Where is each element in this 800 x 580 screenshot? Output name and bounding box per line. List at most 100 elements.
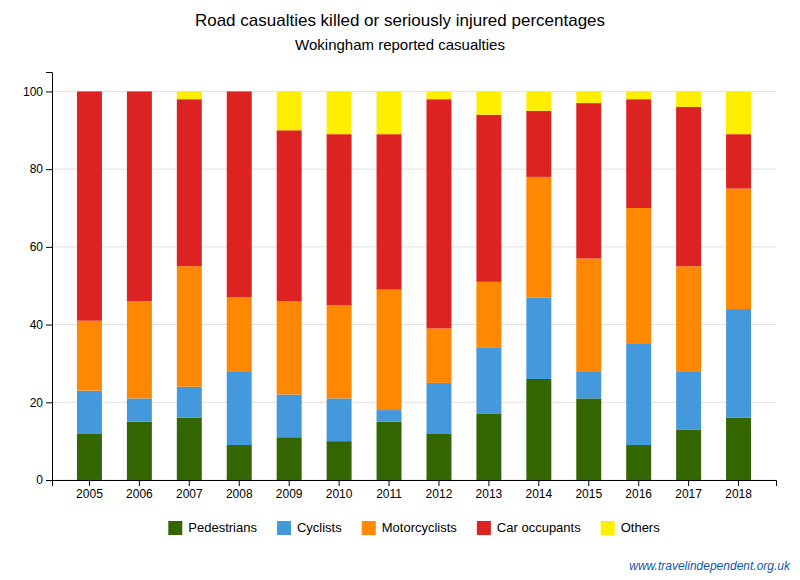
- bar-segment: [127, 301, 152, 398]
- bar-segment: [177, 266, 202, 386]
- bar-segment: [227, 371, 252, 445]
- legend-swatch: [601, 521, 615, 535]
- y-tick-label: 80: [30, 162, 44, 176]
- bar-segment: [476, 348, 501, 414]
- x-tick-mark: [488, 480, 489, 486]
- bar-segment: [576, 371, 601, 398]
- bar-segment: [526, 111, 551, 177]
- bar-segment: [377, 134, 402, 289]
- y-tick: 100: [23, 85, 52, 99]
- bar-segment: [377, 422, 402, 480]
- bar-segment: [626, 445, 651, 480]
- x-tick-label: 2007: [176, 487, 203, 501]
- bar-segment: [177, 418, 202, 480]
- bar-segment: [726, 418, 751, 480]
- bar-segment: [327, 134, 352, 305]
- y-tick-mark: [46, 247, 52, 248]
- x-tick: 2007: [176, 480, 203, 501]
- bar-segment: [227, 445, 252, 480]
- bar-segment: [277, 130, 302, 301]
- x-tick: 2006: [126, 480, 153, 501]
- bar-segment: [77, 433, 102, 480]
- bar-segment: [476, 91, 501, 114]
- x-tick: 2013: [476, 480, 503, 501]
- bar-segment: [676, 429, 701, 480]
- bar-segment: [77, 91, 102, 320]
- grid-line: [52, 169, 776, 170]
- legend-label: Pedestrians: [188, 520, 257, 535]
- y-tick-mark: [46, 480, 52, 481]
- legend-swatch: [362, 521, 376, 535]
- x-tick-mark: [688, 480, 689, 486]
- x-tick: 2017: [675, 480, 702, 501]
- bar-segment: [177, 387, 202, 418]
- chart: Road casualties killed or seriously inju…: [0, 0, 800, 580]
- y-tick-mark: [46, 91, 52, 92]
- x-tick-mark: [389, 480, 390, 486]
- grid-line: [52, 91, 776, 92]
- x-tick-mark: [339, 480, 340, 486]
- x-tick: 2009: [276, 480, 303, 501]
- bars: [77, 91, 751, 480]
- watermark: www.travelindependent.org.uk: [629, 559, 791, 573]
- bar-segment: [576, 398, 601, 480]
- bar-segment: [277, 91, 302, 130]
- bar-segment: [426, 99, 451, 328]
- legend-label: Others: [621, 520, 661, 535]
- y-tick: 0: [36, 473, 52, 487]
- bar-segment: [676, 91, 701, 107]
- bar-segment: [327, 305, 352, 398]
- x-tick: 2010: [326, 480, 353, 501]
- legend-swatch: [168, 521, 182, 535]
- series: [177, 91, 751, 134]
- bar-segment: [77, 91, 102, 92]
- x-tick-mark: [438, 480, 439, 486]
- legend-label: Cyclists: [297, 520, 342, 535]
- grid-line: [52, 324, 776, 325]
- x-tick-label: 2012: [426, 487, 453, 501]
- x-tick: 2011: [376, 480, 402, 501]
- bar-segment: [377, 91, 402, 134]
- y-tick: 60: [30, 240, 52, 254]
- y-tick-mark: [46, 325, 52, 326]
- bar-segment: [327, 91, 352, 134]
- bar-segment: [127, 91, 152, 301]
- bar-segment: [526, 177, 551, 297]
- bar-segment: [676, 266, 701, 371]
- bar-segment: [476, 414, 501, 480]
- x-tick: 2015: [575, 480, 602, 501]
- y-tick: 80: [30, 162, 52, 176]
- bar-segment: [377, 290, 402, 410]
- bar-segment: [676, 371, 701, 429]
- bar-segment: [227, 91, 252, 92]
- x-tick-label: 2011: [376, 487, 402, 501]
- legend-swatch: [477, 521, 491, 535]
- bar-segment: [227, 297, 252, 371]
- y-tick-label: 100: [23, 85, 43, 99]
- legend: PedestriansCyclistsMotorcyclistsCar occu…: [168, 520, 660, 535]
- subtitle: Wokingham reported casualties: [295, 36, 505, 53]
- x-tick: 2005: [76, 480, 103, 501]
- bar-segment: [576, 91, 601, 103]
- bar-segment: [277, 395, 302, 438]
- bar-segment: [626, 99, 651, 208]
- bar-segment: [476, 282, 501, 348]
- bar-segment: [177, 99, 202, 266]
- grid-line: [52, 246, 776, 247]
- bar-segment: [476, 115, 501, 282]
- bar-segment: [676, 107, 701, 266]
- y-axis: 020406080100: [23, 73, 53, 488]
- plot: 2005200620072008200920102011201220132014…: [23, 73, 777, 501]
- bar-segment: [426, 91, 451, 99]
- bar-segment: [127, 91, 152, 92]
- y-axis-line: [46, 73, 53, 481]
- x-tick: 2016: [625, 480, 652, 501]
- bar-segment: [426, 383, 451, 434]
- y-tick-mark: [46, 169, 52, 170]
- y-tick-mark: [46, 402, 52, 403]
- bar-segment: [127, 398, 152, 421]
- x-tick-mark: [289, 480, 290, 486]
- bar-segment: [327, 398, 352, 441]
- legend-swatch: [277, 521, 291, 535]
- x-tick-label: 2016: [625, 487, 652, 501]
